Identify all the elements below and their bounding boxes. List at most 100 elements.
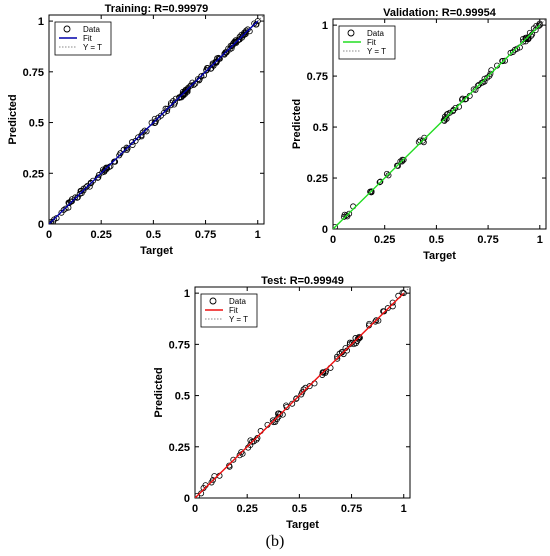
fit-line	[333, 24, 541, 229]
legend-data-marker	[347, 29, 355, 37]
data-point	[481, 75, 488, 82]
data-point	[155, 114, 162, 121]
data-point	[117, 150, 124, 157]
data-point	[397, 158, 404, 165]
x-axis-label: Target	[423, 250, 456, 262]
x-tick-label: 0.25	[374, 234, 395, 246]
x-tick-label: 0.25	[236, 503, 257, 515]
data-point	[507, 49, 514, 56]
data-point	[421, 134, 428, 141]
data-point	[62, 205, 69, 212]
data-point	[160, 109, 167, 116]
legend-data-marker	[209, 297, 217, 305]
data-point	[340, 213, 347, 220]
y-tick-label: 1	[38, 16, 44, 28]
data-point	[368, 189, 375, 196]
data-point	[236, 452, 243, 459]
data-point	[221, 50, 228, 57]
data-point	[185, 84, 192, 91]
legend-identity-label: Y = T	[83, 43, 102, 52]
y-tick-label: 0.75	[23, 67, 44, 79]
regression-plot-3: Test: R=0.99949 00 0.25 0.25 0.5 0.5 0.75 0.75 1…	[153, 275, 411, 530]
regression-plot-1: Training: R=0.99979 00 0.25 0.25 0.5 0.5 0.75 0…	[7, 3, 265, 257]
y-axis-label: Predicted	[291, 99, 303, 149]
data-point	[176, 94, 183, 101]
data-point	[123, 144, 130, 151]
data-point	[247, 442, 254, 449]
data-point	[514, 45, 521, 52]
data-point	[254, 435, 261, 442]
data-point	[400, 156, 407, 163]
data-point	[484, 74, 491, 81]
regression-plot-2: Validation: R=0.99954 00 0.25 0.25 0.5 0.5 0.7…	[291, 7, 547, 262]
plot-area	[333, 19, 546, 229]
y-tick-label: 0.75	[169, 339, 190, 351]
data-point	[238, 449, 245, 456]
data-point	[376, 179, 383, 186]
legend-fit-label: Fit	[229, 306, 239, 315]
x-tick-label: 1	[401, 503, 407, 515]
data-point	[389, 299, 396, 306]
data-point	[60, 207, 67, 214]
data-point	[293, 395, 300, 402]
y-tick-label: 0.5	[29, 118, 44, 130]
x-axis-label: Target	[286, 519, 319, 530]
x-axis-label: Target	[140, 245, 173, 257]
x-tick-label: 0	[46, 229, 52, 241]
data-point	[532, 27, 539, 34]
data-point	[298, 391, 305, 398]
plot-title: Test: R=0.99949	[261, 275, 344, 287]
data-point	[381, 308, 388, 315]
data-point	[487, 70, 494, 77]
x-tick-label: 0.75	[341, 503, 362, 515]
y-tick-label: 0.5	[175, 391, 190, 403]
y-tick-label: 0	[38, 219, 44, 231]
data-point	[208, 479, 215, 486]
data-point	[384, 305, 391, 312]
data-point	[450, 106, 457, 113]
y-tick-label: 0.25	[23, 168, 44, 180]
data-point	[474, 82, 481, 89]
data-point	[419, 137, 426, 144]
data-point	[372, 318, 379, 325]
legend-data-label: Data	[83, 25, 100, 34]
data-point	[242, 29, 249, 36]
x-tick-label: 0.75	[195, 229, 216, 241]
data-point	[254, 18, 261, 25]
data-point	[139, 129, 146, 136]
data-point	[400, 290, 407, 297]
x-tick-label: 0.25	[90, 229, 111, 241]
y-tick-label: 0.25	[169, 442, 190, 454]
data-point	[95, 174, 102, 181]
x-tick-label: 0.5	[429, 234, 444, 246]
plot-area	[195, 287, 410, 498]
data-point	[222, 49, 229, 56]
legend-identity-label: Y = T	[229, 315, 248, 324]
legend-fit-label: Fit	[83, 34, 93, 43]
regression-figure: Training: R=0.99979000.250.250.50.50.750…	[7, 3, 547, 530]
y-tick-label: 0.75	[307, 71, 328, 83]
y-tick-label: 1	[322, 20, 328, 32]
data-point	[536, 22, 543, 29]
x-tick-label: 0	[330, 234, 336, 246]
data-point	[184, 87, 191, 94]
x-tick-label: 1	[255, 229, 261, 241]
data-point	[446, 109, 453, 116]
x-tick-label: 0.5	[146, 229, 161, 241]
y-tick-label: 1	[184, 288, 190, 300]
data-point	[462, 96, 469, 103]
figure-caption: (b)	[265, 533, 285, 550]
data-point	[463, 95, 470, 102]
data-point	[385, 172, 392, 179]
legend-data-label: Data	[367, 29, 384, 38]
data-point	[204, 65, 211, 72]
legend-fit-label: Fit	[367, 38, 377, 47]
data-point	[535, 23, 542, 30]
data-point	[209, 60, 216, 67]
data-point	[501, 57, 508, 64]
data-point	[215, 54, 222, 61]
data-point	[53, 215, 60, 222]
data-point	[124, 145, 131, 152]
x-tick-label: 0.75	[477, 234, 498, 246]
